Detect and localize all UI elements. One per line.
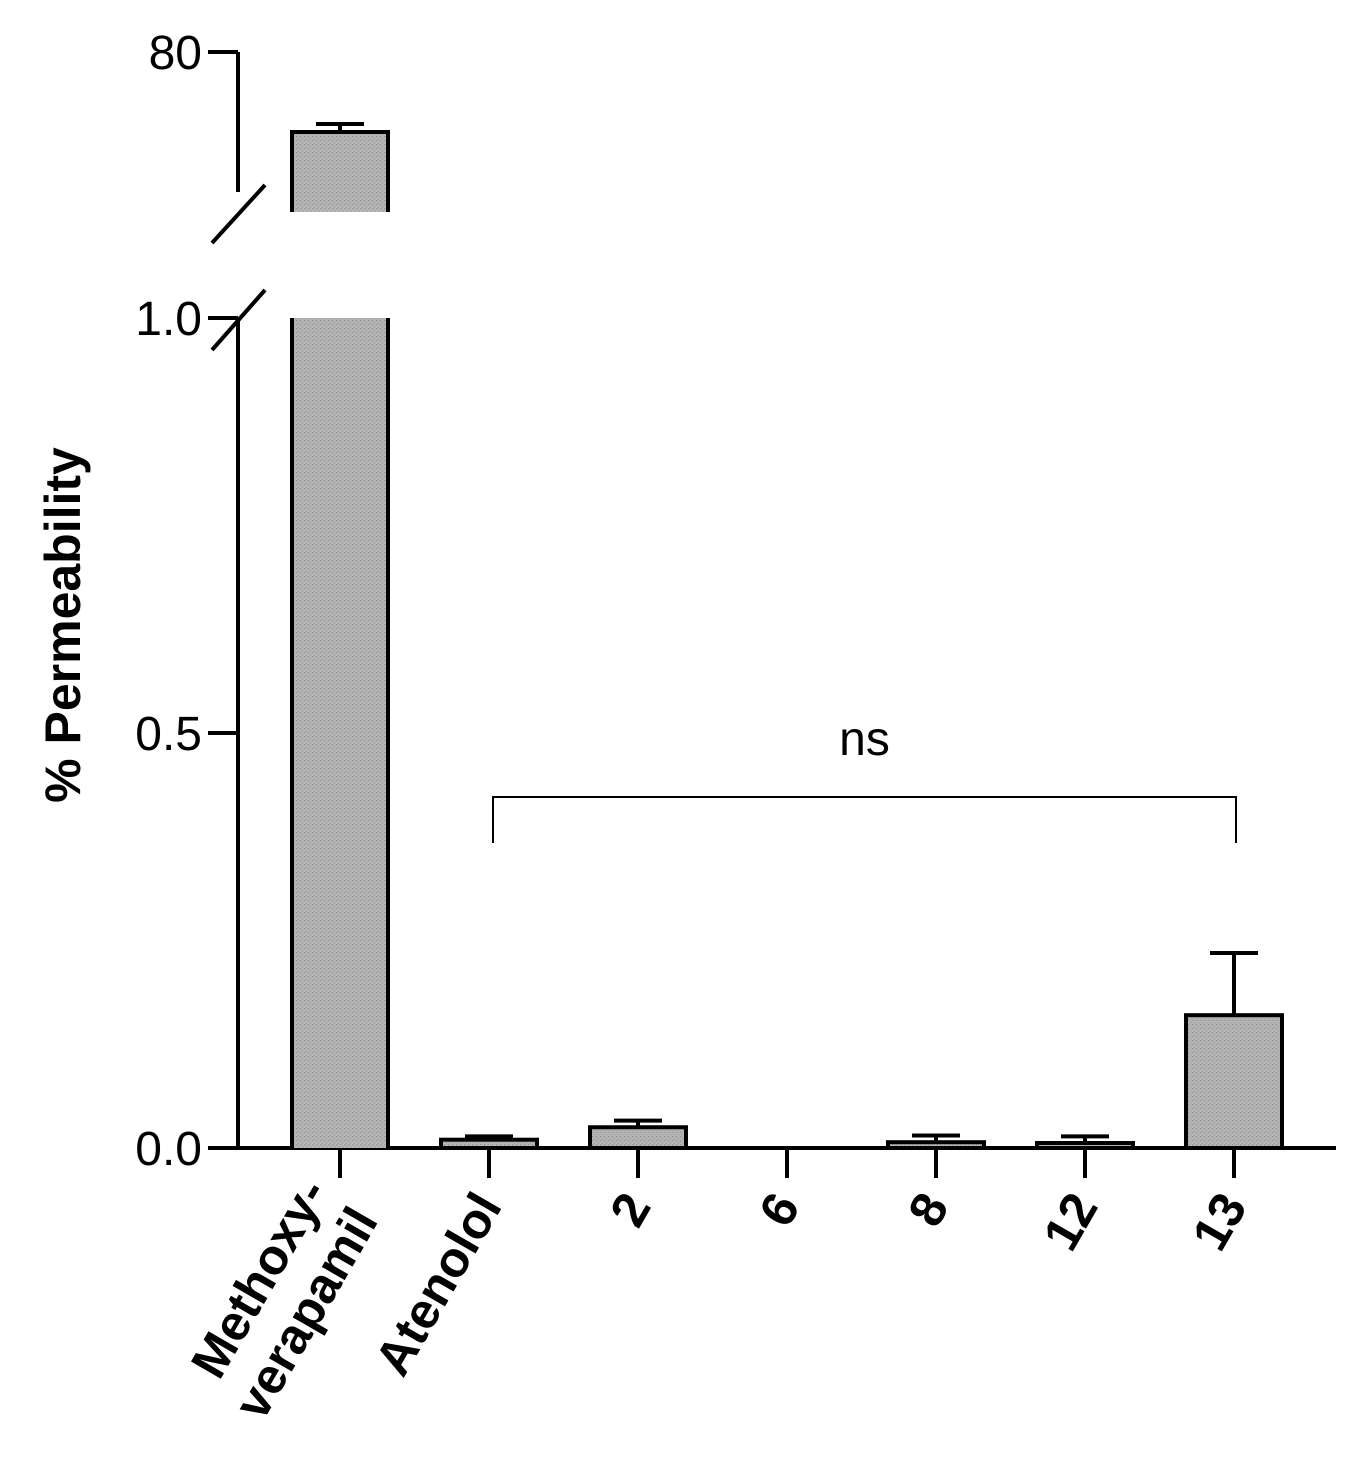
y-tick-label: 0.5 bbox=[135, 708, 202, 761]
x-category-label: 12 bbox=[1032, 1184, 1108, 1260]
bar-upper-segment bbox=[292, 132, 388, 212]
axes bbox=[208, 50, 1336, 1178]
bar bbox=[439, 1134, 539, 1150]
x-category-label: 8 bbox=[897, 1184, 959, 1236]
bar-rect bbox=[1184, 1013, 1284, 1151]
axis-break-mark bbox=[210, 288, 267, 352]
y-tick-label: 80 bbox=[149, 27, 202, 80]
bar bbox=[588, 1118, 688, 1150]
y-tick-label: 1.0 bbox=[135, 293, 202, 346]
x-category-label: 2 bbox=[599, 1184, 661, 1236]
y-tick-label: 0.0 bbox=[135, 1123, 202, 1176]
bar-rect bbox=[886, 1140, 986, 1150]
x-category-label: 13 bbox=[1181, 1184, 1257, 1260]
bar-outline bbox=[290, 318, 390, 1148]
x-category-label: Atenolol bbox=[364, 1184, 512, 1385]
x-category-label: 6 bbox=[748, 1184, 810, 1236]
bar bbox=[1035, 1134, 1135, 1151]
bar bbox=[290, 122, 390, 1148]
axis-break-mark bbox=[210, 183, 267, 245]
bar-rect bbox=[1035, 1141, 1135, 1151]
bars bbox=[290, 122, 1284, 1151]
significance-bracket bbox=[492, 796, 1237, 843]
significance-label: ns bbox=[839, 713, 890, 766]
bar-lower-segment bbox=[292, 318, 388, 1148]
bar-rect bbox=[588, 1125, 688, 1150]
bar bbox=[1184, 950, 1284, 1151]
bar bbox=[886, 1133, 986, 1150]
bar-rect bbox=[439, 1137, 539, 1150]
y-axis-title: % Permeability bbox=[35, 447, 91, 803]
